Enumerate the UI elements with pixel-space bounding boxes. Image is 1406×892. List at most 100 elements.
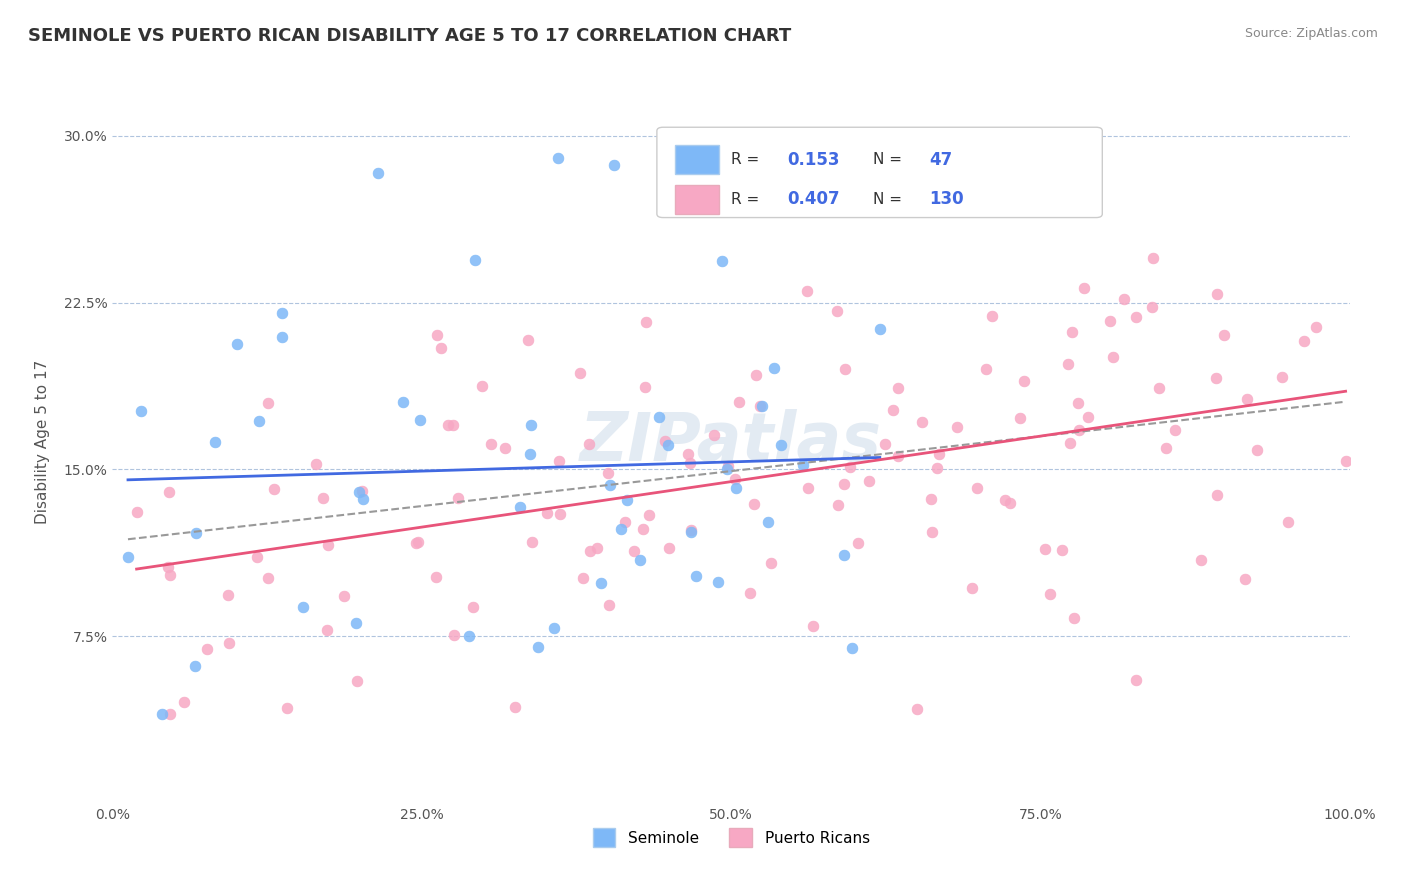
Point [1059, 436, 1081, 450]
Point [631, 522, 654, 536]
Point [858, 474, 880, 488]
Point [869, 322, 891, 336]
Point [352, 491, 374, 506]
Text: 0.153: 0.153 [787, 151, 839, 169]
Point [1098, 314, 1121, 328]
Point [636, 315, 658, 329]
Point [657, 438, 679, 452]
Point [905, 702, 928, 716]
Point [882, 402, 904, 417]
Point [751, 399, 773, 413]
Point [599, 478, 621, 492]
Point [727, 394, 749, 409]
Point [887, 381, 910, 395]
Point [547, 151, 569, 165]
Point [647, 409, 669, 424]
Point [536, 506, 558, 520]
Point [1292, 334, 1315, 348]
Text: SEMINOLE VS PUERTO RICAN DISABILITY AGE 5 TO 17 CORRELATION CHART: SEMINOLE VS PUERTO RICAN DISABILITY AGE … [28, 27, 792, 45]
Point [887, 450, 910, 464]
Text: N =: N = [873, 192, 903, 207]
Point [1246, 443, 1268, 458]
Point [125, 505, 148, 519]
Point [1206, 488, 1229, 502]
Point [461, 599, 484, 614]
Point [367, 166, 389, 180]
Point [1271, 370, 1294, 384]
Point [946, 419, 969, 434]
Point [157, 560, 180, 574]
Point [246, 549, 269, 564]
Point [517, 333, 540, 347]
Point [333, 589, 356, 603]
Point [628, 553, 651, 567]
Point [981, 310, 1004, 324]
Point [347, 484, 370, 499]
Point [1149, 381, 1171, 395]
Point [974, 362, 997, 376]
Point [409, 413, 432, 427]
Point [316, 538, 339, 552]
Point [426, 327, 449, 342]
Point [740, 586, 762, 600]
Point [1114, 292, 1136, 306]
Point [494, 441, 516, 455]
Point [316, 623, 339, 637]
Point [157, 484, 180, 499]
Point [589, 576, 612, 591]
Point [1205, 286, 1227, 301]
Point [920, 492, 942, 507]
Point [217, 588, 239, 602]
Point [425, 570, 447, 584]
Text: ZIPatlas: ZIPatlas [581, 409, 882, 475]
Point [598, 599, 620, 613]
Legend: Seminole, Puerto Ricans: Seminole, Puerto Ricans [586, 822, 876, 853]
Point [1102, 350, 1125, 364]
Point [749, 399, 772, 413]
Point [1125, 673, 1147, 687]
Point [447, 491, 470, 506]
Y-axis label: Disability Age 5 to 17: Disability Age 5 to 17 [35, 359, 49, 524]
Point [616, 492, 638, 507]
Point [270, 330, 292, 344]
Point [1067, 423, 1090, 437]
Point [1014, 375, 1036, 389]
Point [658, 541, 681, 555]
Point [1125, 310, 1147, 324]
Point [195, 641, 218, 656]
Point [257, 570, 280, 584]
Point [717, 459, 740, 474]
Point [1189, 553, 1212, 567]
Point [204, 434, 226, 449]
Text: 130: 130 [929, 191, 963, 209]
Point [173, 695, 195, 709]
Point [1234, 572, 1257, 586]
Point [186, 526, 208, 541]
Point [1305, 319, 1327, 334]
Point [1156, 441, 1178, 455]
Text: 47: 47 [929, 151, 952, 169]
Point [770, 438, 793, 452]
Point [1213, 327, 1236, 342]
Point [464, 252, 486, 267]
Point [1077, 409, 1099, 424]
Point [579, 544, 602, 558]
FancyBboxPatch shape [657, 128, 1102, 218]
Point [1033, 541, 1056, 556]
Point [226, 337, 249, 351]
Point [543, 621, 565, 635]
Point [430, 341, 453, 355]
Point [827, 498, 849, 512]
Point [998, 495, 1021, 509]
Point [519, 447, 541, 461]
Point [305, 457, 328, 471]
Point [569, 367, 592, 381]
Point [994, 492, 1017, 507]
Point [247, 414, 270, 428]
Point [796, 284, 818, 298]
Text: Source: ZipAtlas.com: Source: ZipAtlas.com [1244, 27, 1378, 40]
Point [312, 491, 335, 505]
Point [796, 481, 818, 495]
Point [117, 549, 139, 564]
Point [921, 524, 943, 539]
